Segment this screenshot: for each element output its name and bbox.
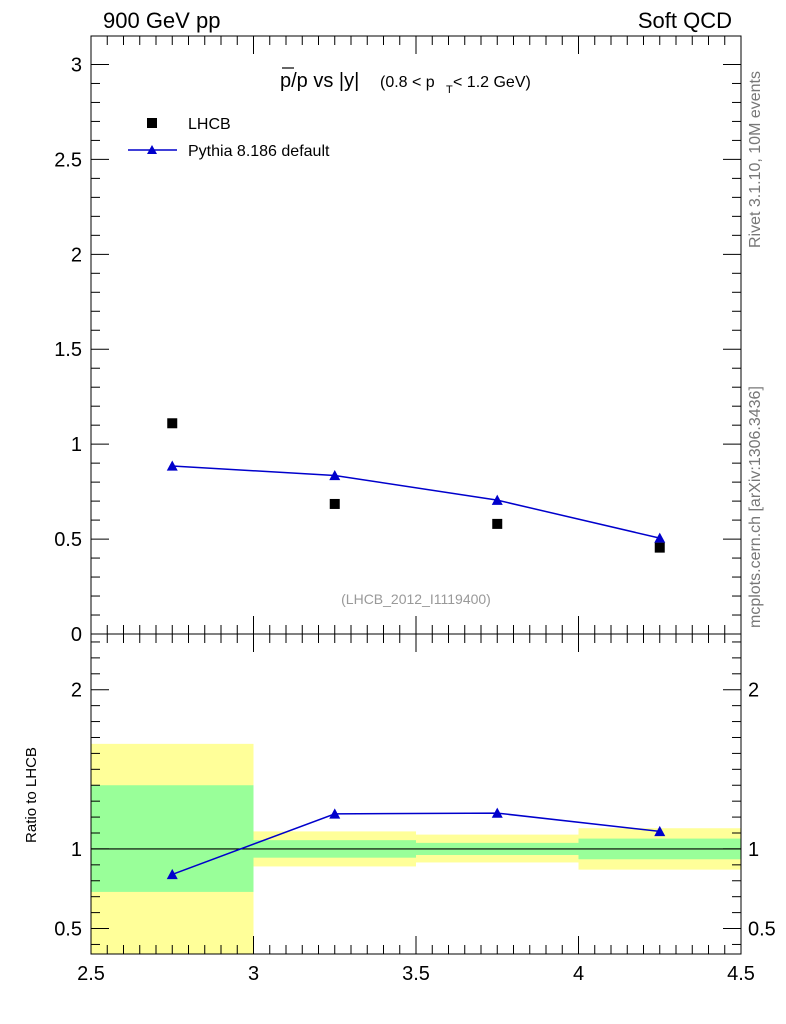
header-left: 900 GeV pp (103, 8, 220, 33)
pythia-marker (491, 494, 503, 505)
pythia-ratio-marker (166, 868, 178, 880)
lhcb-marker (492, 518, 503, 529)
main-y-tick-label: 0.5 (54, 529, 82, 551)
ratio-panel: 0.5 0.5 1 1 2 2 2.5 3 3.5 4 4.5 Ratio to LHCB (23, 633, 776, 985)
main-plot-area (166, 418, 666, 553)
pythia-marker (329, 469, 341, 481)
pythia-marker (166, 460, 178, 471)
ratio-plot-area (91, 743, 741, 954)
pythia-ratio-marker (491, 807, 503, 818)
pythia-ratio-marker (654, 825, 666, 837)
ratio-y-tick-label-right: 1 (748, 839, 759, 861)
ratio-y-tick-label-right: 2 (748, 680, 759, 702)
main-y-tick-label: 1 (71, 434, 82, 456)
ratio-y-tick-label-left: 0.5 (54, 919, 82, 941)
title-subscript: T (446, 84, 453, 96)
ratio-y-axis-label: Ratio to LHCB (23, 747, 40, 843)
main-y-tick-label: 2.5 (54, 149, 82, 171)
pythia-ratio-line (171, 812, 660, 876)
main-ticks (90, 36, 742, 635)
mcplots-label: mcplots.cern.ch [arXiv:1306.3436] (747, 386, 764, 628)
rivet-label: Rivet 3.1.10, 10M events (747, 71, 764, 248)
main-y-tick-label-zero: 0 (71, 624, 82, 646)
legend-triangle-marker (147, 145, 157, 154)
ratio-y-tick-label-left: 2 (71, 680, 82, 702)
analysis-watermark: (LHCB_2012_I1119400) (341, 591, 491, 607)
legend-lhcb-label: LHCB (188, 116, 231, 133)
ratio-y-tick-labels: 0.5 0.5 1 1 2 2 (54, 680, 776, 941)
x-tick-label: 3 (248, 963, 259, 985)
lhcb-marker (167, 418, 178, 429)
ratio-y-tick-label-left: 1 (71, 839, 82, 861)
pythia-marker (654, 532, 666, 543)
lhcb-marker (654, 542, 665, 553)
plot-title: p/p vs |y| (0.8 < p T < 1.2 GeV) (280, 67, 531, 96)
x-tick-label: 4.5 (727, 963, 755, 985)
legend-square-marker (147, 118, 157, 128)
title-main: p/p vs |y| (280, 70, 359, 92)
main-y-tick-label: 3 (71, 54, 82, 76)
x-tick-label: 2.5 (77, 963, 105, 985)
lhcb-marker (329, 498, 340, 509)
main-y-tick-label: 1.5 (54, 339, 82, 361)
x-tick-label: 3.5 (402, 963, 430, 985)
main-y-tick-labels: 0.5 1 1.5 2 2.5 3 0 (54, 54, 82, 646)
title-range-start: (0.8 < p (380, 74, 435, 91)
main-panel: 0.5 1 1.5 2 2.5 3 0 p/p vs |y| (0.8 < p T < 1.… (54, 35, 742, 646)
ratio-x-tick-labels: 2.5 3 3.5 4 4.5 (77, 963, 755, 985)
title-range-end: < 1.2 GeV) (453, 74, 531, 91)
ratio-ticks (90, 634, 742, 954)
main-y-tick-label: 2 (71, 244, 82, 266)
x-tick-label: 4 (573, 963, 584, 985)
pythia-ratio-marker (329, 808, 341, 819)
pythia-line (172, 465, 660, 539)
ratio-y-tick-label-right: 0.5 (748, 919, 776, 941)
header-right: Soft QCD (638, 8, 732, 33)
legend-pythia-label: Pythia 8.186 default (188, 143, 330, 160)
legend: LHCB Pythia 8.186 default (128, 116, 330, 160)
